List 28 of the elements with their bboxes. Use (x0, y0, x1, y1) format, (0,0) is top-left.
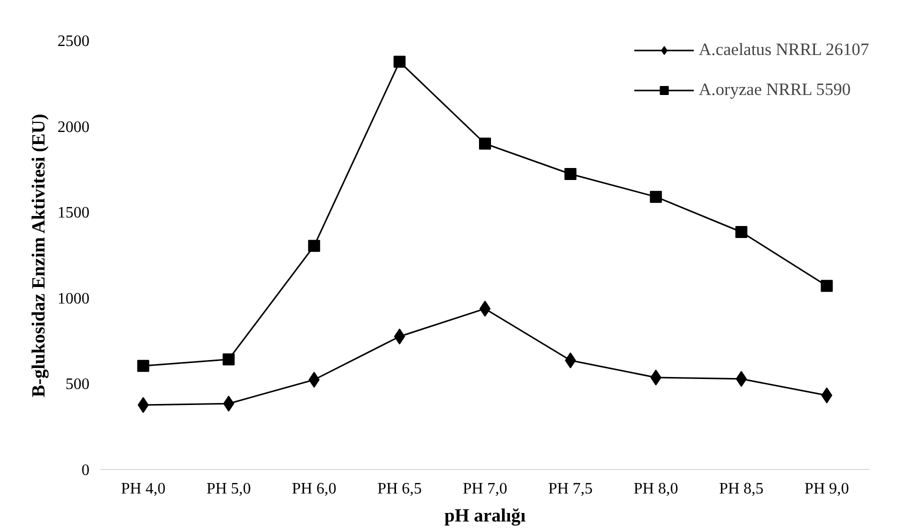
point (308, 240, 320, 252)
y-tick-label: 2000 (58, 118, 90, 136)
x-tick-label: PH 4,0 (120, 480, 166, 498)
x-tick-label: PH 8,0 (634, 480, 678, 498)
y-tick-label: 2500 (58, 33, 90, 50)
y-tick-label: 0 (82, 462, 90, 479)
point (222, 353, 235, 366)
x-tick-label: PH 6,5 (377, 480, 422, 498)
point (650, 190, 662, 203)
point (735, 226, 748, 238)
y-tick-label: 1500 (58, 204, 90, 222)
point (564, 168, 576, 180)
point (394, 56, 406, 68)
x-tick-label: PH 5,0 (206, 480, 251, 498)
x-tick-label: PH 7,0 (462, 480, 508, 498)
x-tick-label: PH 9,0 (804, 480, 850, 498)
point (137, 360, 150, 372)
x-tick-label: PH 6,0 (292, 480, 336, 498)
x-tick-label: PH 7,5 (548, 480, 593, 498)
point (479, 138, 491, 150)
legend-label: A.oryzae NRRL 5590 (698, 80, 851, 100)
y-axis-title: B-glukosidaz Enzim Aktivitesi (EU) (28, 114, 50, 398)
y-tick-label: 1000 (58, 290, 90, 308)
y-tick-label: 500 (66, 376, 90, 394)
x-axis-title: pH aralığı (444, 506, 526, 526)
x-tick-label: PH 8,5 (719, 480, 764, 498)
legend-label: A.caelatus NRRL 26107 (698, 40, 869, 60)
point (820, 280, 833, 292)
